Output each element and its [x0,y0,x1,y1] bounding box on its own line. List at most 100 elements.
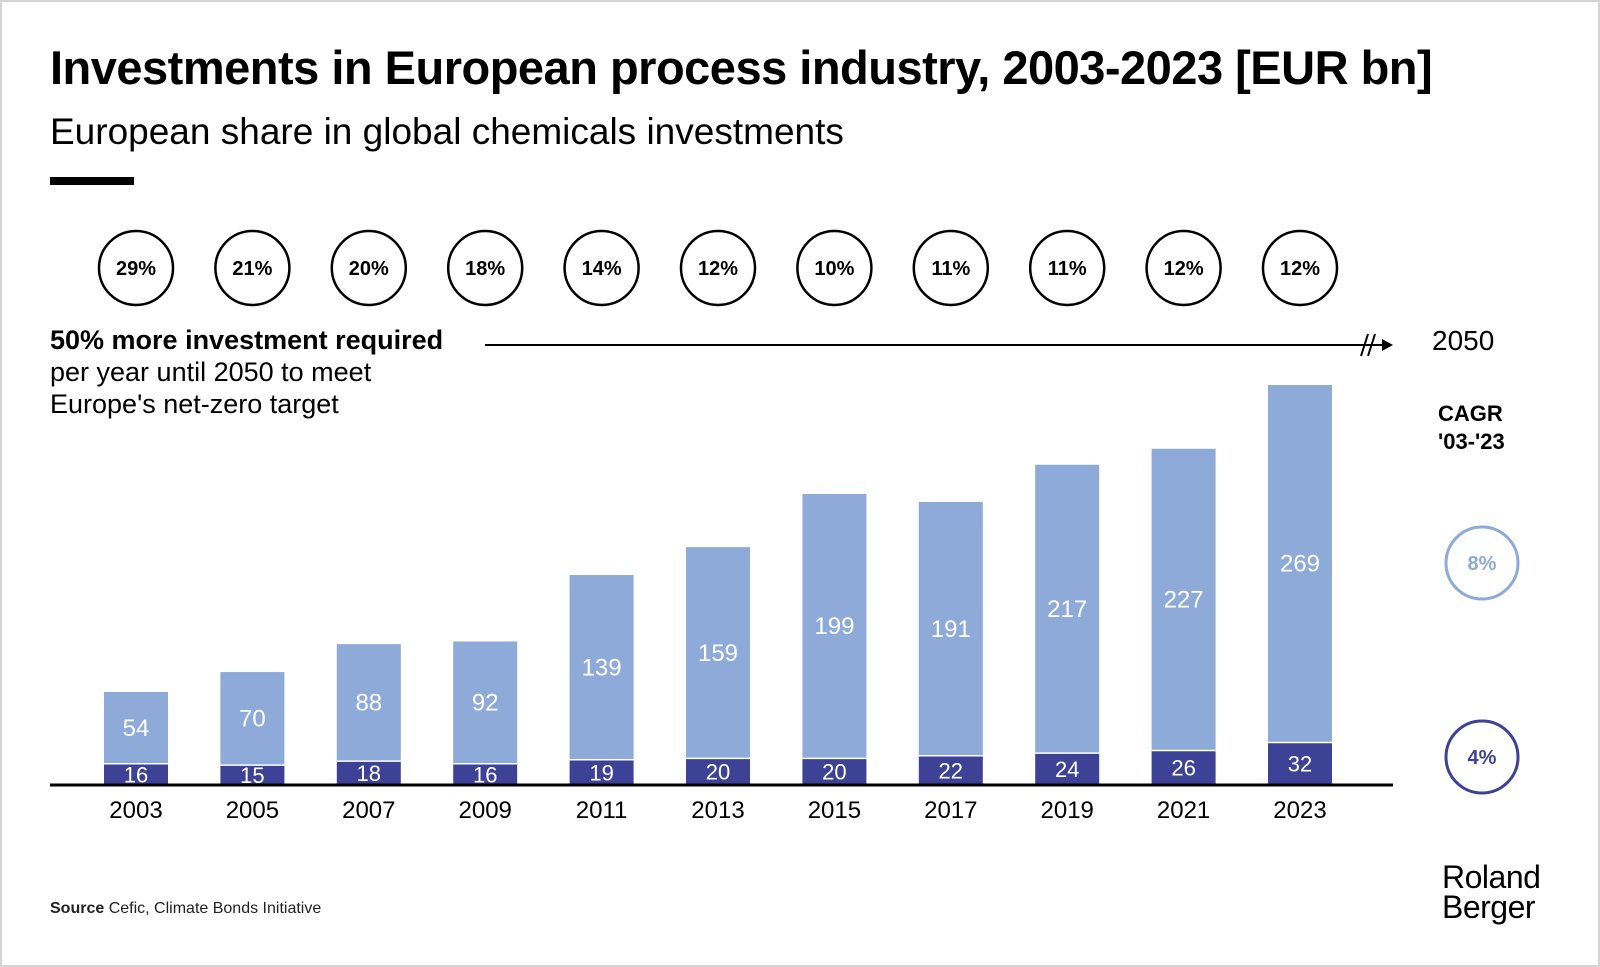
bar-upper-2005 [220,672,285,766]
bar-label-upper-2013: 159 [698,640,738,667]
source-text: Cefic, Climate Bonds Initiative [108,900,322,917]
share-label-2017: 11% [931,258,970,280]
accent-bar [50,177,134,185]
bar-label-lower-2015: 20 [822,760,846,785]
share-circle-2005 [214,229,291,307]
cagr-circle-lower [1444,719,1520,795]
investment-note: 50% more investment required per year un… [50,324,443,420]
share-circle-2023 [1261,229,1339,307]
share-label-2013: 12% [698,258,738,280]
bar-lower-2003 [104,763,168,785]
x-tick-label-2023: 2023 [1273,797,1326,824]
cagr-circle-upper [1444,525,1520,601]
bar-lower-2023 [1268,742,1332,785]
bar-label-lower-2011: 19 [589,760,613,785]
share-label-2015: 10% [814,258,854,280]
bar-upper-2009 [453,641,518,764]
bar-lower-2009 [453,763,518,785]
x-tick-label-2017: 2017 [924,797,977,824]
bar-label-lower-2019: 24 [1055,757,1079,782]
roland-berger-logo: Roland Berger [1442,859,1541,925]
end-year-label: 2050 [1432,325,1495,356]
share-label-2007: 20% [349,258,389,280]
share-label-2019: 11% [1048,258,1087,280]
bar-label-upper-2009: 92 [472,690,499,717]
bar-lower-2011 [569,759,634,785]
bar-upper-2015 [802,493,867,759]
x-tick-label-2007: 2007 [342,797,395,824]
source-label: Source [50,900,105,917]
bar-upper-2019 [1035,464,1100,754]
bar-lower-2015 [802,758,867,785]
bar-label-upper-2005: 70 [239,706,266,733]
share-circle-2015 [796,229,873,307]
share-label-2005: 21% [232,258,272,280]
share-circle-2011 [563,229,640,307]
cagr-value-upper: 8% [1468,553,1497,575]
bar-label-lower-2003: 16 [124,762,148,787]
share-circle-2017 [912,229,990,307]
share-label-2009: 18% [465,258,505,280]
bar-lower-2007 [336,761,401,785]
x-tick-label-2021: 2021 [1157,797,1210,824]
share-circle-2003 [97,229,175,307]
bar-label-upper-2017: 191 [931,616,971,643]
axis-break-mark-2 [1367,333,1376,357]
x-tick-label-2019: 2019 [1041,797,1094,824]
bar-label-lower-2017: 22 [939,758,963,783]
x-tick-label-2009: 2009 [459,797,512,824]
cagr-value-lower: 4% [1468,747,1497,769]
bar-lower-2019 [1035,753,1100,785]
bar-upper-2007 [336,644,401,762]
bar-label-upper-2023: 269 [1280,551,1320,578]
cagr-label-line2: '03-'23 [1438,429,1505,454]
chart-title: Investments in European process industry… [50,41,1433,94]
bar-label-lower-2009: 16 [473,762,497,787]
bar-lower-2013 [686,758,750,785]
bar-label-upper-2015: 199 [814,613,854,640]
share-circle-2019 [1028,229,1106,307]
x-tick-label-2005: 2005 [226,797,279,824]
arrow-to-2050-head [1382,339,1393,351]
x-tick-label-2003: 2003 [109,797,162,824]
share-label-2011: 14% [582,258,622,280]
source-note: Source Cefic, Climate Bonds Initiative [50,900,321,918]
logo-line2: Berger [1442,889,1536,925]
logo-line1: Roland [1442,859,1541,895]
bar-label-upper-2021: 227 [1164,587,1204,614]
bar-lower-2021 [1151,750,1216,785]
share-label-2021: 12% [1164,258,1204,280]
bar-upper-2003 [104,691,168,764]
cagr-label-line1: CAGR [1438,401,1503,426]
x-tick-label-2015: 2015 [808,797,861,824]
share-circle-2013 [679,229,757,307]
bar-label-lower-2007: 18 [357,761,381,786]
share-circle-2009 [446,229,524,307]
bar-label-upper-2011: 139 [582,654,622,681]
share-label-2003: 29% [116,258,156,280]
chart-subtitle: European share in global chemicals inves… [50,111,844,152]
bar-label-upper-2007: 88 [355,690,382,717]
bar-label-lower-2021: 26 [1171,756,1195,781]
share-circle-2021 [1145,229,1222,307]
bar-upper-2021 [1151,448,1216,751]
bar-upper-2017 [918,501,983,756]
x-tick-label-2013: 2013 [691,797,744,824]
bar-lower-2005 [220,765,285,785]
bar-label-lower-2023: 32 [1288,752,1312,777]
cagr-label: CAGR '03-'23 [1438,400,1505,456]
investment-note-line1: per year until 2050 to meet [50,357,372,387]
share-circle-2007 [330,229,408,307]
bar-upper-2013 [686,547,750,759]
investment-note-line2: Europe's net-zero target [50,389,339,419]
share-label-2023: 12% [1280,258,1320,280]
bar-lower-2017 [918,755,983,785]
investment-note-headline: 50% more investment required [50,325,444,355]
x-tick-label-2011: 2011 [576,797,628,824]
bar-upper-2023 [1268,385,1332,743]
bar-label-lower-2013: 20 [706,760,730,785]
bar-upper-2011 [569,575,634,760]
bar-label-upper-2003: 54 [123,715,150,742]
